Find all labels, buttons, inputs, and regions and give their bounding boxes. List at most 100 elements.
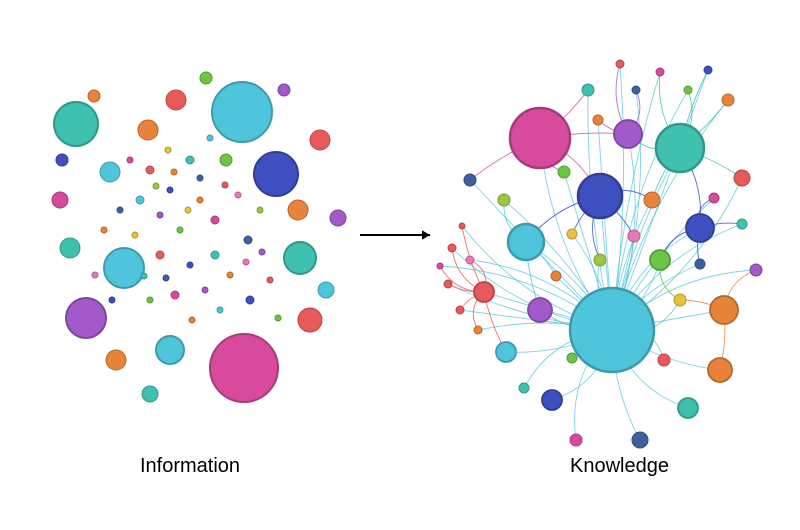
knowledge-node — [558, 166, 570, 178]
knowledge-node — [684, 86, 692, 94]
info-node — [156, 336, 184, 364]
info-node — [92, 272, 98, 278]
info-node — [298, 308, 322, 332]
info-node — [142, 386, 158, 402]
knowledge-node — [456, 306, 464, 314]
knowledge-node — [710, 296, 738, 324]
knowledge-node — [519, 383, 529, 393]
hub-node — [570, 288, 654, 372]
info-node — [211, 216, 219, 224]
knowledge-node — [632, 86, 640, 94]
info-node — [185, 207, 191, 213]
info-node — [187, 262, 193, 268]
info-node — [165, 147, 171, 153]
info-node — [227, 272, 233, 278]
knowledge-node — [570, 434, 582, 446]
knowledge-node — [632, 432, 648, 448]
knowledge-node — [737, 219, 747, 229]
knowledge-node — [528, 298, 552, 322]
knowledge-node — [708, 358, 732, 382]
info-node — [54, 102, 98, 146]
knowledge-node — [644, 192, 660, 208]
info-node — [157, 212, 163, 218]
left-label: Information — [140, 455, 240, 478]
knowledge-node — [542, 390, 562, 410]
knowledge-node — [614, 120, 642, 148]
info-node — [167, 187, 173, 193]
info-node — [186, 156, 194, 164]
info-node — [163, 275, 169, 281]
knowledge-node — [437, 263, 443, 269]
info-node — [217, 307, 223, 313]
knowledge-node — [578, 174, 622, 218]
info-node — [146, 166, 154, 174]
info-node — [177, 227, 183, 233]
knowledge-node — [444, 280, 452, 288]
knowledge-node — [704, 66, 712, 74]
info-node — [246, 296, 254, 304]
knowledge-node — [656, 124, 704, 172]
info-node — [136, 196, 144, 204]
knowledge-node — [567, 229, 577, 239]
info-node — [153, 183, 159, 189]
info-node — [288, 200, 308, 220]
diagram-svg — [0, 0, 800, 530]
knowledge-node — [510, 108, 570, 168]
knowledge-node — [593, 115, 603, 125]
info-node — [284, 242, 316, 274]
info-node — [171, 169, 177, 175]
info-node — [211, 251, 219, 259]
knowledge-node — [464, 174, 476, 186]
info-node — [254, 152, 298, 196]
info-node — [222, 182, 228, 188]
knowledge-node — [658, 354, 670, 366]
info-node — [330, 210, 346, 226]
knowledge-node — [498, 194, 510, 206]
info-node — [202, 287, 208, 293]
info-node — [197, 197, 203, 203]
knowledge-node — [674, 294, 686, 306]
info-node — [267, 277, 273, 283]
knowledge-node — [734, 170, 750, 186]
info-node — [318, 282, 334, 298]
knowledge-node — [616, 60, 624, 68]
info-node — [189, 317, 195, 323]
info-node — [275, 315, 281, 321]
knowledge-node — [582, 84, 594, 96]
info-node — [127, 157, 133, 163]
info-node — [197, 175, 203, 181]
info-node — [156, 251, 164, 259]
info-node — [257, 207, 263, 213]
knowledge-node — [656, 68, 664, 76]
info-node — [66, 298, 106, 338]
info-node — [259, 249, 265, 255]
info-node — [147, 297, 153, 303]
info-node — [60, 238, 80, 258]
info-node — [109, 297, 115, 303]
knowledge-node — [750, 264, 762, 276]
info-node — [310, 130, 330, 150]
knowledge-node — [551, 271, 561, 281]
knowledge-node — [650, 250, 670, 270]
info-node — [56, 154, 68, 166]
knowledge-node — [474, 326, 482, 334]
info-node — [243, 259, 249, 265]
info-node — [171, 291, 179, 299]
right-label: Knowledge — [570, 455, 669, 478]
knowledge-node — [678, 398, 698, 418]
info-node — [166, 90, 186, 110]
info-node — [210, 334, 278, 402]
info-node — [212, 82, 272, 142]
info-node — [220, 154, 232, 166]
info-node — [104, 248, 144, 288]
knowledge-node — [594, 254, 606, 266]
info-node — [235, 192, 241, 198]
info-node — [138, 120, 158, 140]
knowledge-node — [709, 193, 719, 203]
info-node — [106, 350, 126, 370]
info-node — [101, 227, 107, 233]
knowledge-node — [466, 256, 474, 264]
info-node — [244, 236, 252, 244]
knowledge-node — [686, 214, 714, 242]
knowledge-node — [628, 230, 640, 242]
